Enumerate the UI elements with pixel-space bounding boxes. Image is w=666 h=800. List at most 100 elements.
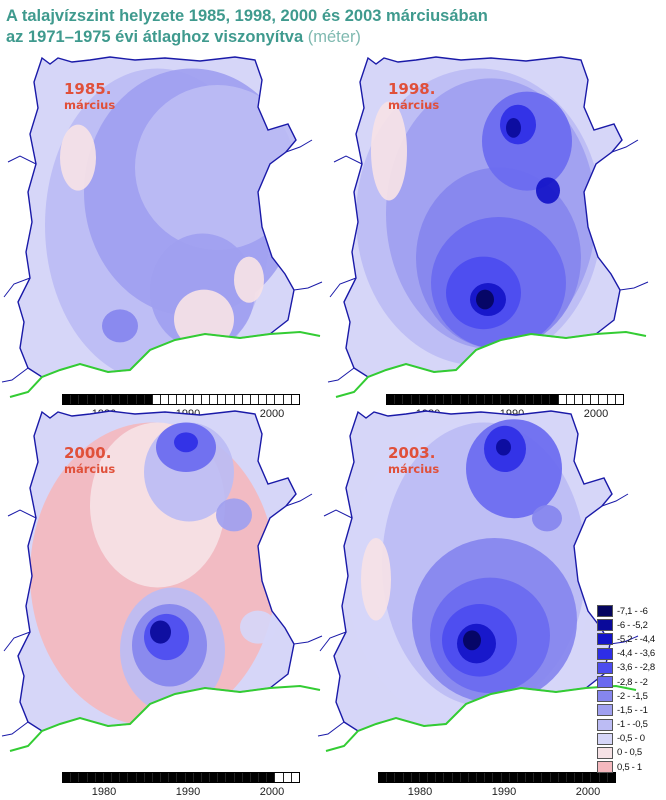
- timeline-year-cell: [395, 773, 404, 782]
- legend-swatch: [597, 761, 613, 774]
- legend-label: -4,4 - -3,6: [617, 648, 655, 660]
- timeline-year-cell: [112, 395, 121, 404]
- timeline-year-cell: [542, 773, 551, 782]
- timeline-year-cell: [210, 773, 219, 782]
- timeline-year-cell: [477, 773, 486, 782]
- timeline-year-cell: [242, 773, 251, 782]
- contour-zone: [463, 630, 481, 651]
- timeline-year-cell: [201, 773, 211, 782]
- contour-zone: [476, 289, 494, 310]
- timeline-bar: [378, 772, 616, 783]
- timeline-year-cell: [599, 395, 608, 404]
- contour-zone: [361, 538, 391, 621]
- timeline-tick: 1980: [407, 786, 433, 798]
- timeline-year-cell: [128, 773, 137, 782]
- map-panel-1998: 1998. március 1980 1990 2000: [326, 52, 659, 442]
- legend-label: -5,2 - -4,4: [617, 633, 655, 645]
- tributary-river: [327, 139, 649, 383]
- timeline-year-cell: [136, 773, 145, 782]
- legend-swatch: [597, 633, 613, 646]
- timeline-year-cell: [267, 395, 276, 404]
- timeline-year-cell: [387, 773, 396, 782]
- timeline-year-cell: [501, 395, 510, 404]
- title-unit: (méter): [307, 28, 361, 46]
- timeline-bar: [62, 772, 300, 783]
- contour-zone: [240, 610, 276, 644]
- timeline-year-cell: [517, 773, 527, 782]
- title-line-2: az 1971–1975 évi átlaghoz viszonyítva (m…: [6, 27, 656, 48]
- timeline-year-cell: [616, 395, 623, 404]
- legend-item: 0,5 - 1: [597, 760, 659, 774]
- timeline-year-cell: [485, 395, 494, 404]
- timeline-year-cell: [411, 773, 420, 782]
- timeline-year-cell: [493, 395, 502, 404]
- legend-label: -1 - -0,5: [617, 719, 648, 731]
- timeline-year-cell: [525, 395, 535, 404]
- timeline-year-cell: [292, 395, 299, 404]
- timeline-year-cell: [436, 395, 445, 404]
- timeline-year-cell: [379, 773, 388, 782]
- legend-swatch: [597, 732, 613, 745]
- timeline-year-cell: [550, 773, 559, 782]
- timeline-year-cell: [161, 395, 170, 404]
- country-border: [9, 330, 321, 398]
- country-border: [325, 684, 637, 752]
- legend-label: -2 - -1,5: [617, 690, 648, 702]
- contour-zone: [216, 498, 252, 532]
- title-line-1: A talajvízszint helyzete 1985, 1998, 200…: [6, 7, 488, 25]
- timeline-year-cell: [79, 773, 88, 782]
- timeline-year-cell: [210, 395, 219, 404]
- tributary-river: [1, 139, 323, 383]
- timeline-year-cell: [501, 773, 510, 782]
- country-border: [9, 684, 321, 752]
- timeline-year-cell: [284, 395, 292, 404]
- timeline-year-cell: [251, 395, 260, 404]
- timeline-year-cell: [226, 773, 235, 782]
- legend-label: -2,8 - -2: [617, 676, 648, 688]
- timeline-year-cell: [218, 395, 227, 404]
- panel-year: 2000.: [64, 444, 112, 462]
- legend-label: 0 - 0,5: [617, 747, 642, 759]
- timeline-year-cell: [468, 395, 477, 404]
- country-border: [335, 330, 647, 398]
- timeline-year-cell: [202, 395, 211, 404]
- legend-item: -6 - -5,2: [597, 618, 659, 632]
- timeline-year-cell: [87, 395, 96, 404]
- legend-item: -1 - -0,5: [597, 718, 659, 732]
- legend-item: -5,2 - -4,4: [597, 632, 659, 646]
- timeline-year-cell: [403, 395, 412, 404]
- timeline-year-cell: [275, 395, 284, 404]
- panel-label: 1985. március: [64, 80, 115, 112]
- legend-item: -7,1 - -6: [597, 604, 659, 618]
- timeline-year-cell: [542, 395, 551, 404]
- timeline-year-cell: [476, 395, 486, 404]
- panel-year: 1998.: [388, 80, 436, 98]
- contour-zone: [102, 309, 138, 343]
- panel-label: 2000. március: [64, 444, 115, 476]
- legend-item: -0,5 - 0: [597, 732, 659, 746]
- river-boundary: [343, 56, 623, 378]
- timeline-year-cell: [608, 395, 616, 404]
- legend-label: -3,6 - -2,8: [617, 662, 655, 674]
- timeline-year-cell: [583, 395, 592, 404]
- legend-label: 0,5 - 1: [617, 761, 642, 773]
- legend-swatch: [597, 605, 613, 618]
- timeline-year-cell: [419, 773, 429, 782]
- timeline-year-cell: [468, 773, 478, 782]
- timeline-tick: 2000: [575, 786, 601, 798]
- timeline-year-cell: [403, 773, 412, 782]
- map-panel-2003: 2003. március 1980 1990 2000: [316, 406, 649, 798]
- legend-swatch: [597, 647, 613, 660]
- contour-zone: [506, 118, 521, 138]
- title-line-2-text: az 1971–1975 évi átlaghoz viszonyítva: [6, 28, 304, 46]
- contour-zone: [174, 432, 198, 453]
- timeline-year-cell: [218, 773, 227, 782]
- timeline-year-cell: [136, 395, 145, 404]
- timeline-year-cell: [169, 773, 178, 782]
- timeline-year-cell: [120, 773, 129, 782]
- timeline-year-cell: [226, 395, 235, 404]
- timeline-year-cell: [550, 395, 559, 404]
- timeline-year-cell: [243, 395, 251, 404]
- groundwater-map: [327, 56, 649, 398]
- river-boundary: [333, 410, 613, 732]
